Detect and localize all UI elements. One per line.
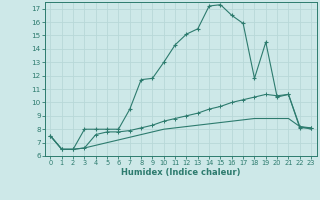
X-axis label: Humidex (Indice chaleur): Humidex (Indice chaleur) <box>121 168 241 177</box>
